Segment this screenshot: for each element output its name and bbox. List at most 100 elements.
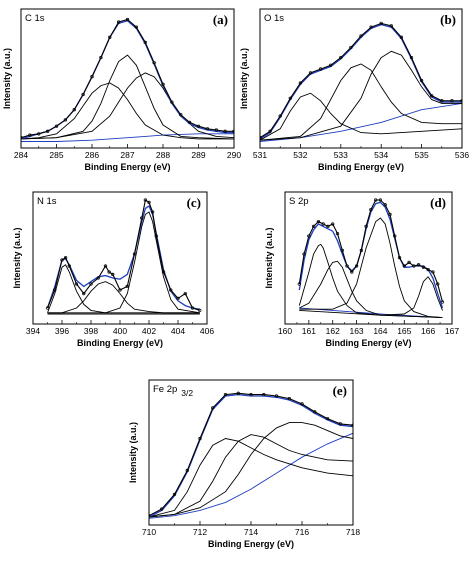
- data-point: [54, 124, 59, 128]
- data-point: [172, 492, 177, 497]
- data-point: [326, 224, 330, 229]
- spectrum-label: O 1s: [264, 13, 284, 24]
- x-tick-label: 396: [55, 326, 69, 336]
- x-tick-label: 160: [278, 326, 292, 336]
- xps-panel-1: 284 285 286 287 288 289 290 Binding Energy (eV)…: [2, 8, 241, 172]
- data-point: [340, 248, 344, 253]
- component-line: [21, 54, 234, 140]
- data-point: [374, 198, 378, 202]
- x-tick-label: 284: [14, 150, 28, 160]
- x-tick-label: 167: [445, 326, 459, 336]
- data-point: [140, 216, 144, 220]
- plot-area: [297, 198, 445, 319]
- data-point: [149, 514, 151, 518]
- component-line: [47, 264, 200, 314]
- data-point: [311, 224, 316, 229]
- data-point: [72, 108, 76, 112]
- data-point: [152, 61, 156, 65]
- data-point: [359, 34, 363, 38]
- data-point: [161, 270, 166, 274]
- data-point: [268, 129, 272, 133]
- y-axis-title: Intensity (a.u.): [239, 48, 249, 109]
- data-point: [223, 393, 228, 397]
- data-point: [150, 210, 155, 214]
- x-tick-label: 531: [253, 150, 267, 160]
- data-point: [316, 219, 321, 224]
- data-point: [409, 55, 414, 60]
- x-tick-label: 716: [295, 527, 309, 537]
- xps-panel-4: 160 161 162 163 164 165 166 167 Binding Energy (…: [264, 191, 459, 348]
- spectrum-label-subscript: 3/2: [181, 388, 193, 398]
- data-point: [99, 55, 103, 60]
- data-point: [89, 282, 93, 286]
- spectrum-label: N 1s: [37, 196, 57, 207]
- data-point: [297, 282, 301, 286]
- data-point: [307, 234, 311, 238]
- data-point: [196, 124, 201, 128]
- data-point: [350, 270, 354, 274]
- data-point: [369, 25, 373, 29]
- data-point: [388, 212, 392, 217]
- data-point: [419, 78, 424, 83]
- data-point: [90, 75, 94, 79]
- envelope-line: [149, 393, 353, 518]
- data-point: [345, 264, 349, 268]
- data-line: [149, 392, 353, 517]
- panel-letter: (e): [333, 383, 347, 398]
- component-line: [260, 63, 462, 141]
- data-point: [335, 231, 340, 236]
- x-tick-label: 712: [193, 527, 207, 537]
- data-point: [147, 200, 151, 205]
- data-point: [28, 133, 32, 137]
- x-tick-label: 163: [349, 326, 363, 336]
- data-point: [440, 99, 444, 103]
- x-tick-label: 394: [26, 326, 40, 336]
- data-point: [223, 129, 227, 133]
- data-line: [46, 199, 200, 311]
- data-point: [321, 222, 325, 226]
- x-tick-label: 406: [200, 326, 214, 336]
- data-point: [185, 468, 189, 473]
- data-point: [397, 255, 402, 260]
- data-point: [125, 284, 129, 289]
- data-point: [111, 272, 115, 277]
- x-tick-label: 535: [415, 150, 429, 160]
- data-point: [81, 92, 85, 97]
- spectrum-label: Fe 2p 3/2: [153, 384, 193, 398]
- x-axis-title: Binding Energy (eV): [318, 162, 404, 172]
- data-point: [143, 40, 147, 45]
- spectrum-label: C 1s: [25, 13, 45, 24]
- data-point: [369, 207, 373, 212]
- component-line: [298, 243, 443, 319]
- component-line: [149, 422, 353, 518]
- plot-area: [149, 391, 353, 519]
- data-point: [274, 394, 279, 398]
- component-line: [47, 281, 200, 314]
- data-point: [329, 63, 333, 67]
- component-line: [260, 92, 462, 141]
- component-line: [260, 50, 462, 141]
- y-axis-title: Intensity (a.u.): [264, 227, 274, 288]
- x-axis-title: Binding Energy (eV): [325, 338, 411, 348]
- panel-letter: (a): [213, 12, 228, 27]
- data-point: [103, 264, 108, 268]
- x-axis-title: Binding Energy (eV): [208, 539, 294, 549]
- data-point: [300, 402, 304, 406]
- plot-frame: [32, 191, 208, 325]
- background-line: [149, 432, 353, 519]
- x-tick-label: 162: [326, 326, 340, 336]
- y-axis-title: Intensity (a.u.): [2, 48, 12, 109]
- x-tick-label: 404: [171, 326, 185, 336]
- x-tick-label: 164: [373, 326, 387, 336]
- x-tick-label: 536: [455, 150, 469, 160]
- x-tick-label: 286: [85, 150, 99, 160]
- data-point: [63, 118, 68, 122]
- x-tick-label: 289: [191, 150, 205, 160]
- data-point: [63, 255, 68, 260]
- x-axis-title: Binding Energy (eV): [77, 338, 163, 348]
- data-point: [379, 21, 383, 26]
- data-point: [74, 282, 79, 286]
- data-point: [211, 406, 215, 410]
- data-point: [402, 264, 406, 268]
